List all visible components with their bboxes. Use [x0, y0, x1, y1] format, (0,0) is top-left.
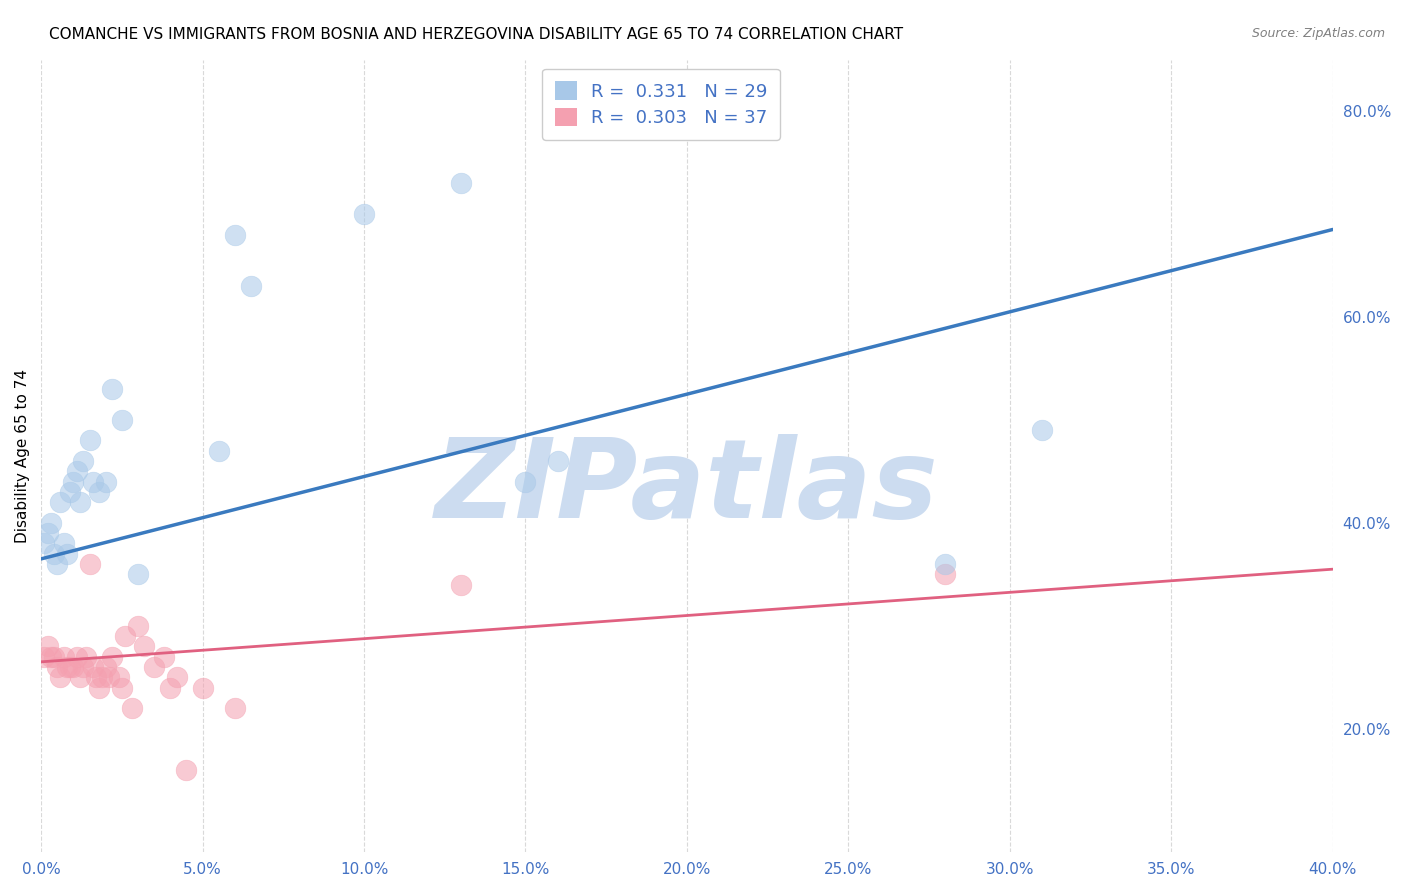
Point — [224, 701, 246, 715]
Point — [59, 485, 82, 500]
Point — [34, 649, 56, 664]
Point — [450, 176, 472, 190]
Text: ZIPatlas: ZIPatlas — [434, 434, 939, 541]
Point — [69, 495, 91, 509]
Point — [134, 640, 156, 654]
Point — [37, 526, 59, 541]
Point — [224, 227, 246, 242]
Point — [56, 547, 79, 561]
Point — [91, 670, 114, 684]
Point — [52, 649, 75, 664]
Point — [82, 660, 104, 674]
Point — [66, 464, 89, 478]
Point — [94, 660, 117, 674]
Point — [69, 670, 91, 684]
Point — [127, 619, 149, 633]
Point — [49, 495, 72, 509]
Point — [89, 485, 111, 500]
Point — [94, 475, 117, 489]
Point — [111, 681, 134, 695]
Point — [79, 434, 101, 448]
Point — [547, 454, 569, 468]
Point — [208, 443, 231, 458]
Point — [515, 475, 537, 489]
Point — [75, 649, 97, 664]
Point — [49, 670, 72, 684]
Point — [79, 557, 101, 571]
Point — [176, 763, 198, 777]
Point — [89, 681, 111, 695]
Text: Source: ZipAtlas.com: Source: ZipAtlas.com — [1251, 27, 1385, 40]
Point — [42, 649, 65, 664]
Point — [62, 475, 84, 489]
Point — [34, 536, 56, 550]
Point — [84, 670, 107, 684]
Point — [191, 681, 214, 695]
Point — [52, 536, 75, 550]
Point — [59, 660, 82, 674]
Point — [42, 547, 65, 561]
Point — [46, 660, 69, 674]
Point — [66, 649, 89, 664]
Point — [62, 660, 84, 674]
Text: COMANCHE VS IMMIGRANTS FROM BOSNIA AND HERZEGOVINA DISABILITY AGE 65 TO 74 CORRE: COMANCHE VS IMMIGRANTS FROM BOSNIA AND H… — [49, 27, 903, 42]
Point — [72, 454, 94, 468]
Point — [143, 660, 166, 674]
Point — [114, 629, 136, 643]
Point — [46, 557, 69, 571]
Point — [166, 670, 188, 684]
Point — [56, 660, 79, 674]
Point — [159, 681, 181, 695]
Point — [101, 649, 124, 664]
Point — [72, 660, 94, 674]
Point — [934, 557, 956, 571]
Point — [111, 413, 134, 427]
Point — [353, 207, 375, 221]
Point — [97, 670, 120, 684]
Point — [101, 382, 124, 396]
Point — [240, 279, 263, 293]
Point — [39, 516, 62, 530]
Point — [82, 475, 104, 489]
Point — [153, 649, 176, 664]
Point — [121, 701, 143, 715]
Point — [450, 577, 472, 591]
Point — [934, 567, 956, 582]
Y-axis label: Disability Age 65 to 74: Disability Age 65 to 74 — [15, 369, 30, 543]
Point — [107, 670, 129, 684]
Point — [1031, 423, 1053, 437]
Legend: R =  0.331   N = 29, R =  0.303   N = 37: R = 0.331 N = 29, R = 0.303 N = 37 — [543, 69, 780, 140]
Point — [37, 640, 59, 654]
Point — [127, 567, 149, 582]
Point — [39, 649, 62, 664]
